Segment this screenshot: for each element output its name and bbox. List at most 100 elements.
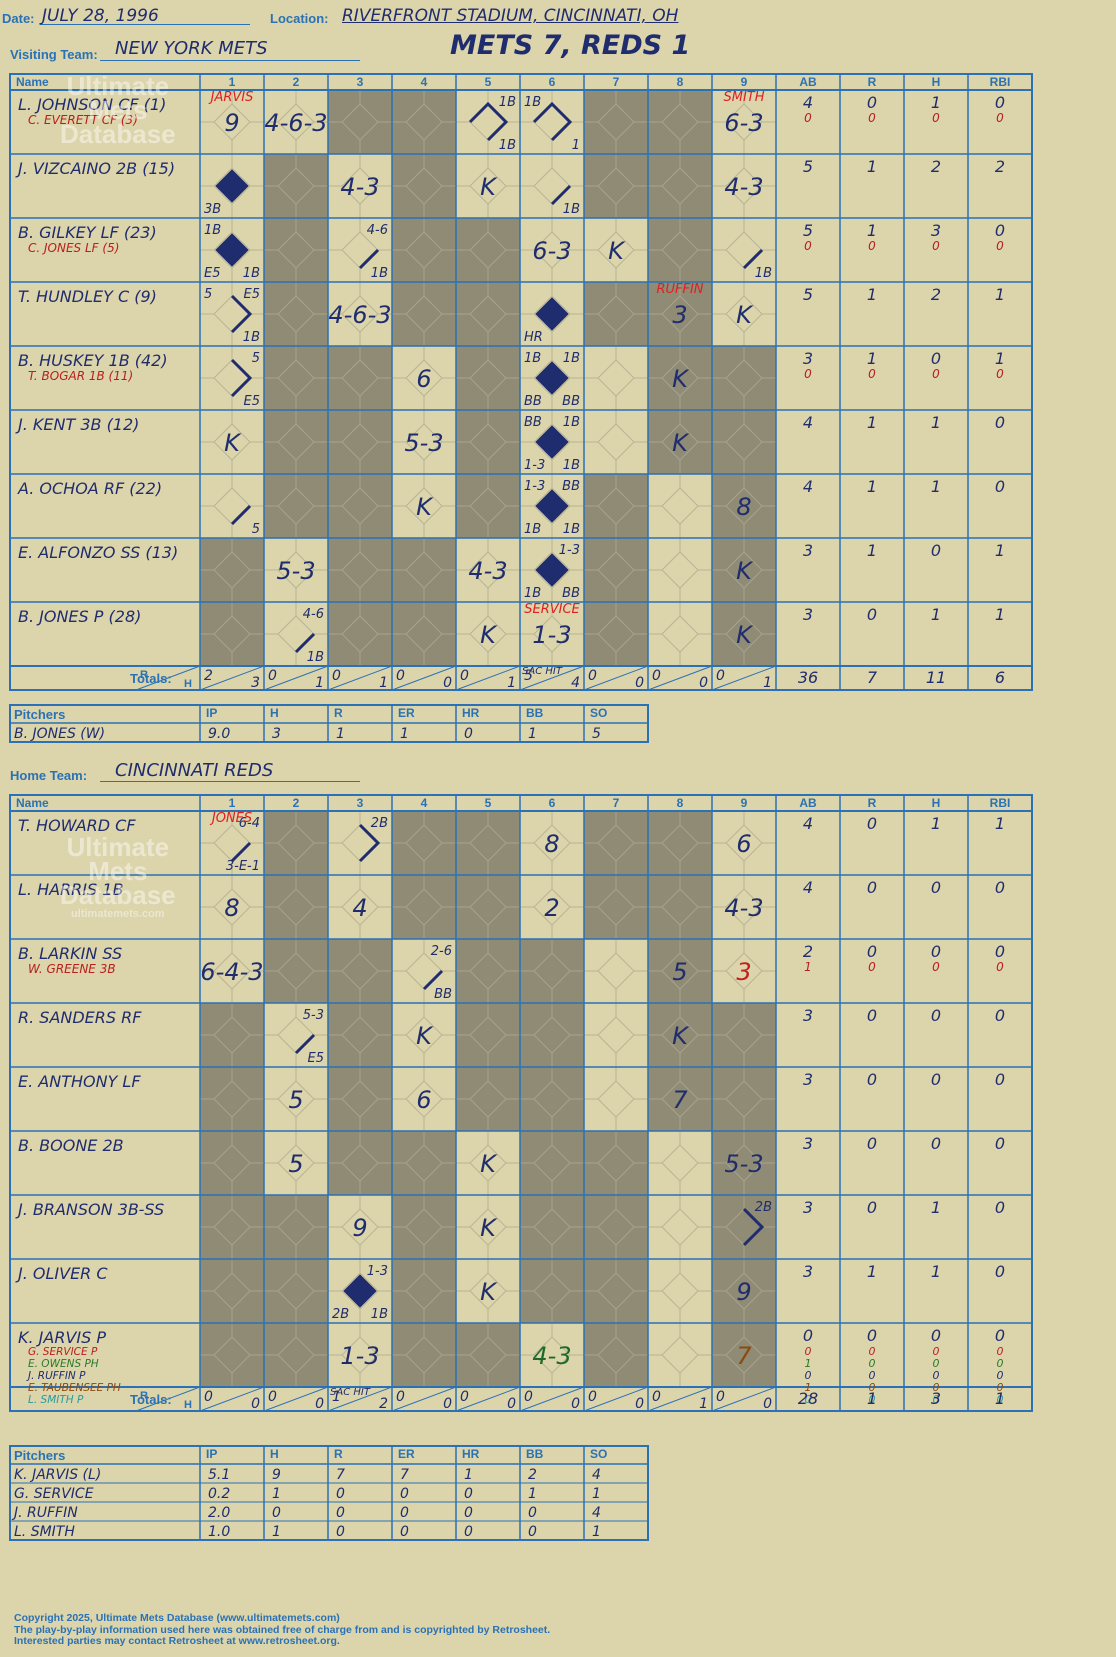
inning-runs: 0 <box>652 668 661 684</box>
play-result: 7 <box>736 1342 752 1370</box>
play-result: 5-3 <box>404 429 443 457</box>
stat-value: 0 <box>995 878 1005 897</box>
play-note: 1B <box>563 202 580 217</box>
player-name: B. JONES P (28) <box>18 607 141 626</box>
play-note: 4-6 <box>303 607 324 622</box>
basepath-line <box>742 1207 765 1247</box>
stat-value: 1 <box>931 413 941 432</box>
pitching-change-note: SERVICE <box>524 602 580 617</box>
totals-divider <box>455 1386 521 1412</box>
totals-divider <box>455 665 521 691</box>
column-header-inning: 7 <box>613 796 620 810</box>
stat-value: 1 <box>931 1198 941 1217</box>
stat-value: 0 <box>867 1198 877 1217</box>
totals-label: Totals: <box>130 671 172 686</box>
pitcher-stat: 5 <box>592 726 601 742</box>
totals-divider <box>391 665 457 691</box>
player-name: L. HARRIS 1B <box>18 880 123 899</box>
play-note: 1-3 <box>367 1264 388 1279</box>
pitchers-column-header: H <box>270 1447 279 1461</box>
substitute-name: E. TAUBENSEE PH <box>28 1382 121 1394</box>
stat-value: 1 <box>867 285 877 304</box>
substitute-stat: 0 <box>804 111 812 125</box>
substitute-stat: 0 <box>996 960 1004 974</box>
column-header-stat: RBI <box>990 796 1011 810</box>
stat-value: 0 <box>931 1326 941 1345</box>
pitching-change-note: SMITH <box>723 90 764 105</box>
inning-runs: 0 <box>588 1389 597 1405</box>
pitchers-column-header: IP <box>206 1447 217 1461</box>
pitcher-name: K. JARVIS (L) <box>14 1467 101 1483</box>
inning-hits: 0 <box>443 1396 452 1412</box>
play-note: 1B <box>524 586 541 601</box>
substitute-stat: 0 <box>932 111 940 125</box>
play-note: 2B <box>371 816 388 831</box>
totals-divider <box>519 665 585 691</box>
player-name: J. KENT 3B (12) <box>15 415 139 434</box>
stat-value: 0 <box>995 1006 1005 1025</box>
play-note: 1B <box>371 1307 388 1322</box>
column-header-inning: 9 <box>741 796 748 810</box>
play-result: 8 <box>224 894 239 922</box>
pitcher-stat: 7 <box>400 1467 409 1483</box>
stat-value: 4 <box>803 814 813 833</box>
substitute-stat: 0 <box>933 1381 940 1394</box>
play-result: 6-4-3 <box>200 958 263 986</box>
totals-r-label: R <box>140 1390 148 1402</box>
inning-hits: 0 <box>571 1396 580 1412</box>
play-note: E5 <box>308 1051 325 1066</box>
pitcher-stat: 2.0 <box>208 1505 230 1521</box>
stat-value: 0 <box>931 1134 941 1153</box>
location-label: Location: <box>270 11 329 26</box>
play-result: K <box>416 493 434 521</box>
stat-value: 1 <box>931 605 941 624</box>
totals-divider <box>327 665 393 691</box>
player-name: R. SANDERS RF <box>18 1008 142 1027</box>
play-note: 1B <box>371 266 388 281</box>
play-note: 1B <box>243 330 260 345</box>
stat-value: 0 <box>867 1070 877 1089</box>
totals-divider <box>199 1386 265 1412</box>
substitute-stat: 0 <box>933 1345 940 1358</box>
play-result: K <box>672 1022 690 1050</box>
inning-runs: 1 <box>332 1389 341 1405</box>
play-note: 5 <box>252 351 260 366</box>
substitute-stat: 0 <box>933 1369 940 1382</box>
column-header-inning: 4 <box>421 796 428 810</box>
totals-divider <box>711 665 777 691</box>
play-result: 6-3 <box>724 109 763 137</box>
pitchers-column-header: BB <box>526 706 544 720</box>
play-note: 1B <box>563 522 580 537</box>
substitute-stat: 0 <box>868 239 876 253</box>
play-result: K <box>736 301 754 329</box>
play-result: 4-6-3 <box>264 109 327 137</box>
footer-retrosheet-note: The play-by-play information used here w… <box>14 1624 551 1636</box>
stat-value: 4 <box>803 413 813 432</box>
basepath-line <box>230 294 253 334</box>
player-name: K. JARVIS P <box>18 1328 106 1347</box>
column-header-inning: 5 <box>485 75 492 89</box>
inning-hits: 1 <box>315 675 324 691</box>
substitute-stat: 0 <box>868 111 876 125</box>
play-note: 4-6 <box>367 223 388 238</box>
play-note: 2-6 <box>431 944 452 959</box>
pitchers-column-header: IP <box>206 706 217 720</box>
play-note: 2B <box>755 1200 772 1215</box>
player-name: B. BOONE 2B <box>18 1136 124 1155</box>
stat-value: 0 <box>995 1070 1005 1089</box>
total-stat: 6 <box>995 668 1005 687</box>
sac-hit-note: SAC HIT <box>330 1387 371 1398</box>
column-header-name: Name <box>16 75 49 89</box>
play-result: 4 <box>352 894 367 922</box>
inning-runs: 0 <box>652 1389 661 1405</box>
pitcher-stat: 1.0 <box>208 1524 230 1540</box>
pitcher-stat: 9 <box>272 1467 281 1483</box>
stat-value: 0 <box>995 221 1005 240</box>
run-scored-diamond <box>215 233 249 267</box>
stat-value: 0 <box>867 1134 877 1153</box>
pitcher-stat: 0 <box>400 1486 409 1502</box>
player-name: B. GILKEY LF (23) <box>18 223 157 242</box>
substitute-stat: 0 <box>997 1357 1004 1370</box>
play-result: 1-3 <box>532 621 571 649</box>
play-result: 4-3 <box>468 557 507 585</box>
